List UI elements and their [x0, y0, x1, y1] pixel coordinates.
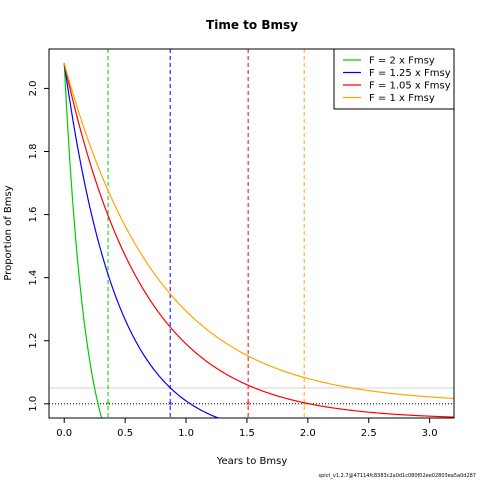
legend-box [333, 48, 455, 110]
series-line-0 [63, 63, 103, 418]
x-tick-label: 2.5 [361, 428, 377, 439]
plot-area: * * * * [49, 49, 454, 418]
y-tick-label: 1.6 [28, 207, 39, 223]
y-tick-label: 1.2 [28, 333, 39, 349]
legend-label-1: F = 1.25 x Fmsy [369, 68, 451, 79]
series-line-1 [63, 63, 220, 418]
x-axis-label: Years to Bmsy [216, 456, 288, 467]
y-tick-label: 2.0 [28, 80, 39, 96]
time-marker-star-1: * [168, 401, 173, 411]
x-tick-label: 0.0 [56, 428, 72, 439]
legend-label-0: F = 2 x Fmsy [369, 56, 435, 67]
footer-version: spict_v1.2.7@47114fc8383c2a0d1c080f02ee0… [319, 473, 477, 479]
x-tick-label: 1.0 [178, 428, 194, 439]
x-tick-label: 1.5 [239, 428, 255, 439]
x-tick-label: 2.0 [300, 428, 316, 439]
x-axis: 0.0 0.5 1.0 1.5 2.0 2.5 3.0 [56, 418, 438, 439]
x-tick-label: 3.0 [422, 428, 438, 439]
time-marker-star-3: * [302, 401, 307, 411]
time-marker-star-0: * [106, 401, 111, 411]
y-tick-label: 1.8 [28, 144, 39, 160]
series-line-3 [63, 63, 454, 400]
chart-title: Time to Bmsy [206, 18, 298, 32]
time-marker-star-2: * [246, 401, 251, 411]
y-tick-label: 1.0 [28, 396, 39, 412]
y-axis-label: Proportion of Bmsy [3, 185, 14, 280]
y-axis: 1.0 1.2 1.4 1.6 1.8 2.0 [28, 80, 49, 412]
y-tick-label: 1.4 [28, 270, 39, 286]
legend-label-2: F = 1.05 x Fmsy [369, 81, 451, 92]
series-line-2 [63, 63, 454, 418]
x-tick-label: 0.5 [117, 428, 133, 439]
plot-frame [48, 48, 455, 419]
legend-label-3: F = 1 x Fmsy [369, 93, 435, 104]
